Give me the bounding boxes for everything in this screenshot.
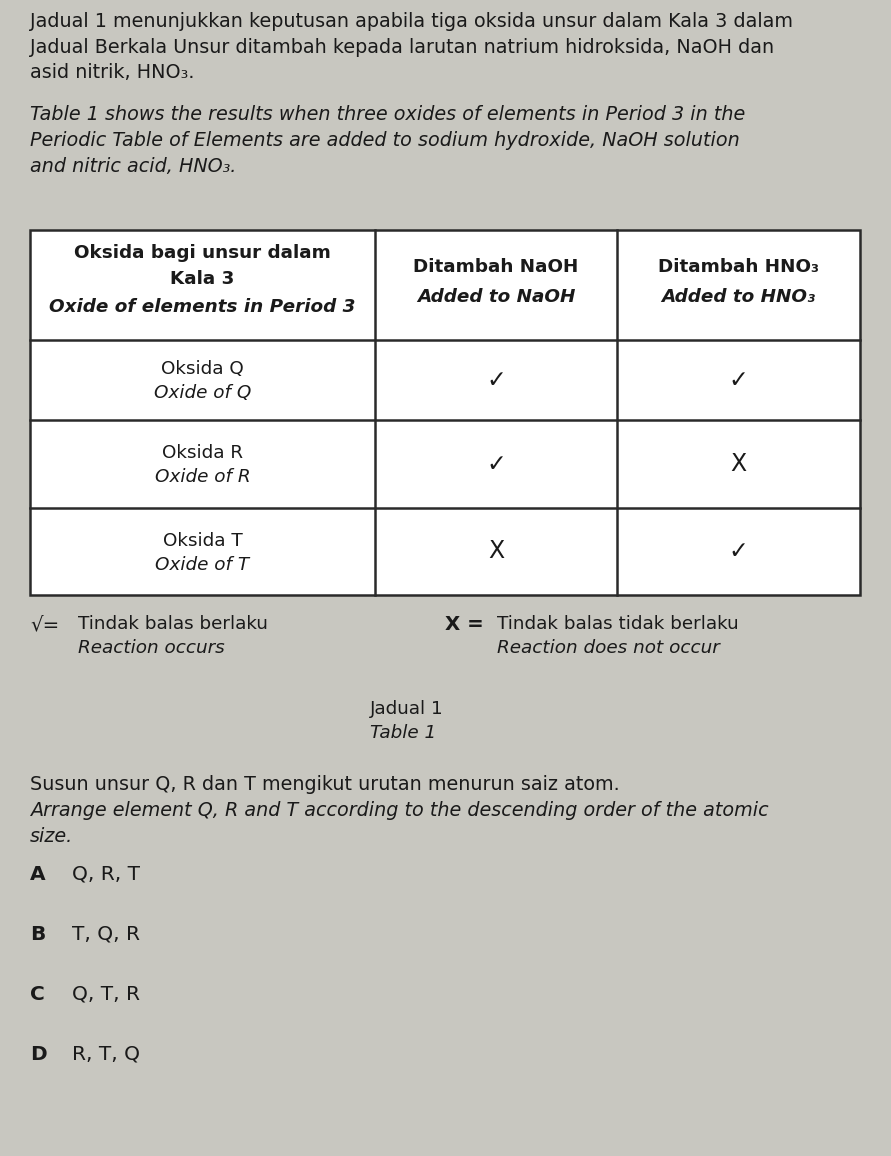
- Text: Oxide of elements in Period 3: Oxide of elements in Period 3: [49, 298, 356, 316]
- Text: √=: √=: [30, 615, 59, 633]
- Bar: [30, 230, 860, 595]
- Text: X: X: [488, 540, 504, 563]
- Text: Added to HNO₃: Added to HNO₃: [661, 288, 815, 306]
- Text: Table 1: Table 1: [370, 724, 437, 742]
- Text: Oksida bagi unsur dalam: Oksida bagi unsur dalam: [74, 244, 331, 262]
- Text: Jadual 1: Jadual 1: [370, 701, 444, 718]
- Text: ✓: ✓: [486, 452, 506, 476]
- Text: ✓: ✓: [729, 540, 748, 563]
- Text: Tindak balas tidak berlaku: Tindak balas tidak berlaku: [497, 615, 739, 633]
- Text: Reaction occurs: Reaction occurs: [78, 639, 225, 657]
- Text: Q, R, T: Q, R, T: [72, 865, 140, 884]
- Text: Oksida R: Oksida R: [162, 444, 243, 462]
- Text: T, Q, R: T, Q, R: [72, 925, 140, 944]
- Text: Q, T, R: Q, T, R: [72, 985, 140, 1005]
- Text: B: B: [30, 925, 45, 944]
- Text: Oxide of Q: Oxide of Q: [154, 384, 251, 402]
- Text: Ditambah NaOH: Ditambah NaOH: [413, 258, 578, 276]
- Text: D: D: [30, 1045, 46, 1064]
- Text: Oxide of T: Oxide of T: [155, 556, 249, 573]
- Text: Tindak balas berlaku: Tindak balas berlaku: [78, 615, 268, 633]
- Text: Ditambah HNO₃: Ditambah HNO₃: [658, 258, 819, 276]
- Text: Susun unsur Q, R dan T mengikut urutan menurun saiz atom.: Susun unsur Q, R dan T mengikut urutan m…: [30, 775, 620, 794]
- Text: R, T, Q: R, T, Q: [72, 1045, 140, 1064]
- Text: Arrange element Q, R and T according to the descending order of the atomic: Arrange element Q, R and T according to …: [30, 801, 769, 820]
- Text: Reaction does not occur: Reaction does not occur: [497, 639, 720, 657]
- Text: Added to NaOH: Added to NaOH: [417, 288, 576, 306]
- Text: X =: X =: [445, 615, 484, 633]
- Text: ✓: ✓: [486, 368, 506, 392]
- Text: Oksida Q: Oksida Q: [161, 360, 244, 378]
- Text: C: C: [30, 985, 45, 1005]
- Text: ✓: ✓: [729, 368, 748, 392]
- Text: size.: size.: [30, 827, 73, 846]
- Text: Table 1 shows the results when three oxides of elements in Period 3 in the
Perio: Table 1 shows the results when three oxi…: [30, 105, 745, 176]
- Text: X: X: [731, 452, 747, 476]
- Text: A: A: [30, 865, 45, 884]
- Text: Oxide of R: Oxide of R: [155, 468, 250, 486]
- Text: Jadual 1 menunjukkan keputusan apabila tiga oksida unsur dalam Kala 3 dalam
Jadu: Jadual 1 menunjukkan keputusan apabila t…: [30, 12, 793, 82]
- Text: Oksida T: Oksida T: [163, 532, 242, 549]
- Text: Kala 3: Kala 3: [170, 271, 234, 288]
